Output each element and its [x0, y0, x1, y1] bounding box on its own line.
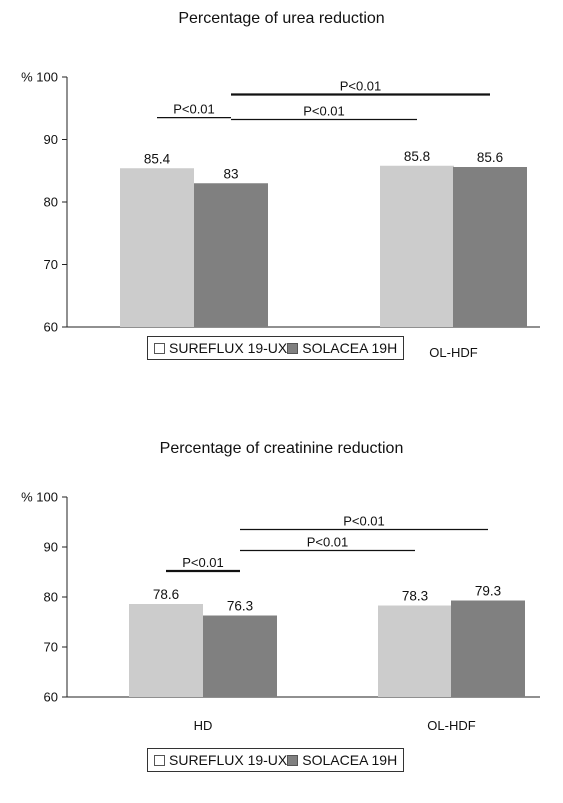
bar [380, 165, 454, 327]
chart-legend: SUREFLUX 19-UX SOLACEA 19H [147, 336, 405, 360]
y-tick-label: 90 [44, 132, 58, 147]
bar [120, 168, 194, 327]
bar [194, 183, 268, 327]
x-category-label: OL-HDF [429, 345, 477, 360]
significance-label: P<0.01 [307, 535, 349, 550]
data-label: 76.3 [227, 599, 253, 614]
urea-reduction-figure: Percentage of urea reduction 60 70 80 90 % 1… [21, 10, 540, 360]
y-tick-label: % 100 [21, 490, 58, 505]
data-label: 78.3 [402, 589, 428, 604]
y-tick-label: 60 [44, 690, 58, 705]
legend-item-solacea: SOLACEA 19H [287, 337, 397, 359]
legend-label-sureflux: SUREFLUX 19-UX [169, 340, 288, 356]
legend-swatch-sureflux [154, 342, 165, 354]
legend-swatch-solacea [287, 754, 299, 766]
data-label: 78.6 [153, 587, 179, 602]
legend-label-solacea: SOLACEA 19H [302, 752, 398, 768]
bar [453, 167, 527, 327]
legend-label-sureflux: SUREFLUX 19-UX [169, 752, 288, 768]
creatinine-reduction-figure: Percentage of creatinine reduction 60 70 8… [0, 430, 563, 803]
legend-label-solacea: SOLACEA 19H [302, 340, 398, 356]
legend-item-sureflux: SUREFLUX 19-UX [152, 337, 287, 359]
x-category-label: OL-HDF [427, 718, 475, 733]
y-tick-label: 70 [44, 257, 58, 272]
significance-label: P<0.01 [340, 79, 382, 94]
significance-label: P<0.01 [343, 514, 385, 529]
bar [451, 600, 525, 697]
legend-item-solacea: SOLACEA 19H [287, 749, 397, 771]
significance-label: P<0.01 [182, 555, 224, 570]
legend-swatch-sureflux [154, 754, 165, 766]
significance-label: P<0.01 [303, 104, 345, 119]
bar [203, 615, 277, 697]
y-tick-label: 60 [44, 320, 58, 335]
legend-item-sureflux: SUREFLUX 19-UX [152, 749, 287, 771]
y-tick-label: 70 [44, 640, 58, 655]
y-tick-label: 90 [44, 540, 58, 555]
chart-title: Percentage of creatinine reduction [159, 440, 404, 457]
x-category-label: HD [194, 718, 213, 733]
bar [378, 605, 452, 697]
data-label: 85.8 [404, 149, 430, 164]
significance-label: P<0.01 [173, 102, 215, 117]
data-label: 79.3 [475, 584, 501, 599]
data-label: 83 [223, 166, 238, 181]
chart-legend: SUREFLUX 19-UX SOLACEA 19H [147, 748, 405, 772]
bar [129, 604, 203, 697]
y-tick-label: 80 [44, 590, 58, 605]
creatinine-bar-chart: 60 70 80 90 % 100 HD OL-HDF 78.6 78.3 76.3 79.3 P<0… [21, 490, 540, 733]
data-label: 85.6 [477, 150, 503, 165]
y-tick-label: 80 [44, 195, 58, 210]
chart-title: Percentage of urea reduction [178, 10, 385, 27]
legend-swatch-solacea [287, 342, 299, 354]
data-label: 85.4 [144, 151, 171, 166]
y-tick-label: % 100 [21, 70, 58, 85]
